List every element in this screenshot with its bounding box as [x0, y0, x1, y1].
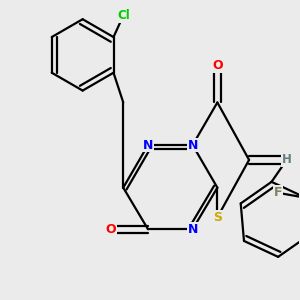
Text: N: N: [188, 223, 198, 236]
Text: Cl: Cl: [117, 9, 130, 22]
Text: F: F: [274, 186, 282, 199]
Text: O: O: [105, 223, 116, 236]
Text: N: N: [188, 139, 198, 152]
Text: H: H: [282, 153, 292, 167]
Text: N: N: [143, 139, 153, 152]
Text: O: O: [212, 59, 223, 72]
Text: S: S: [213, 211, 222, 224]
